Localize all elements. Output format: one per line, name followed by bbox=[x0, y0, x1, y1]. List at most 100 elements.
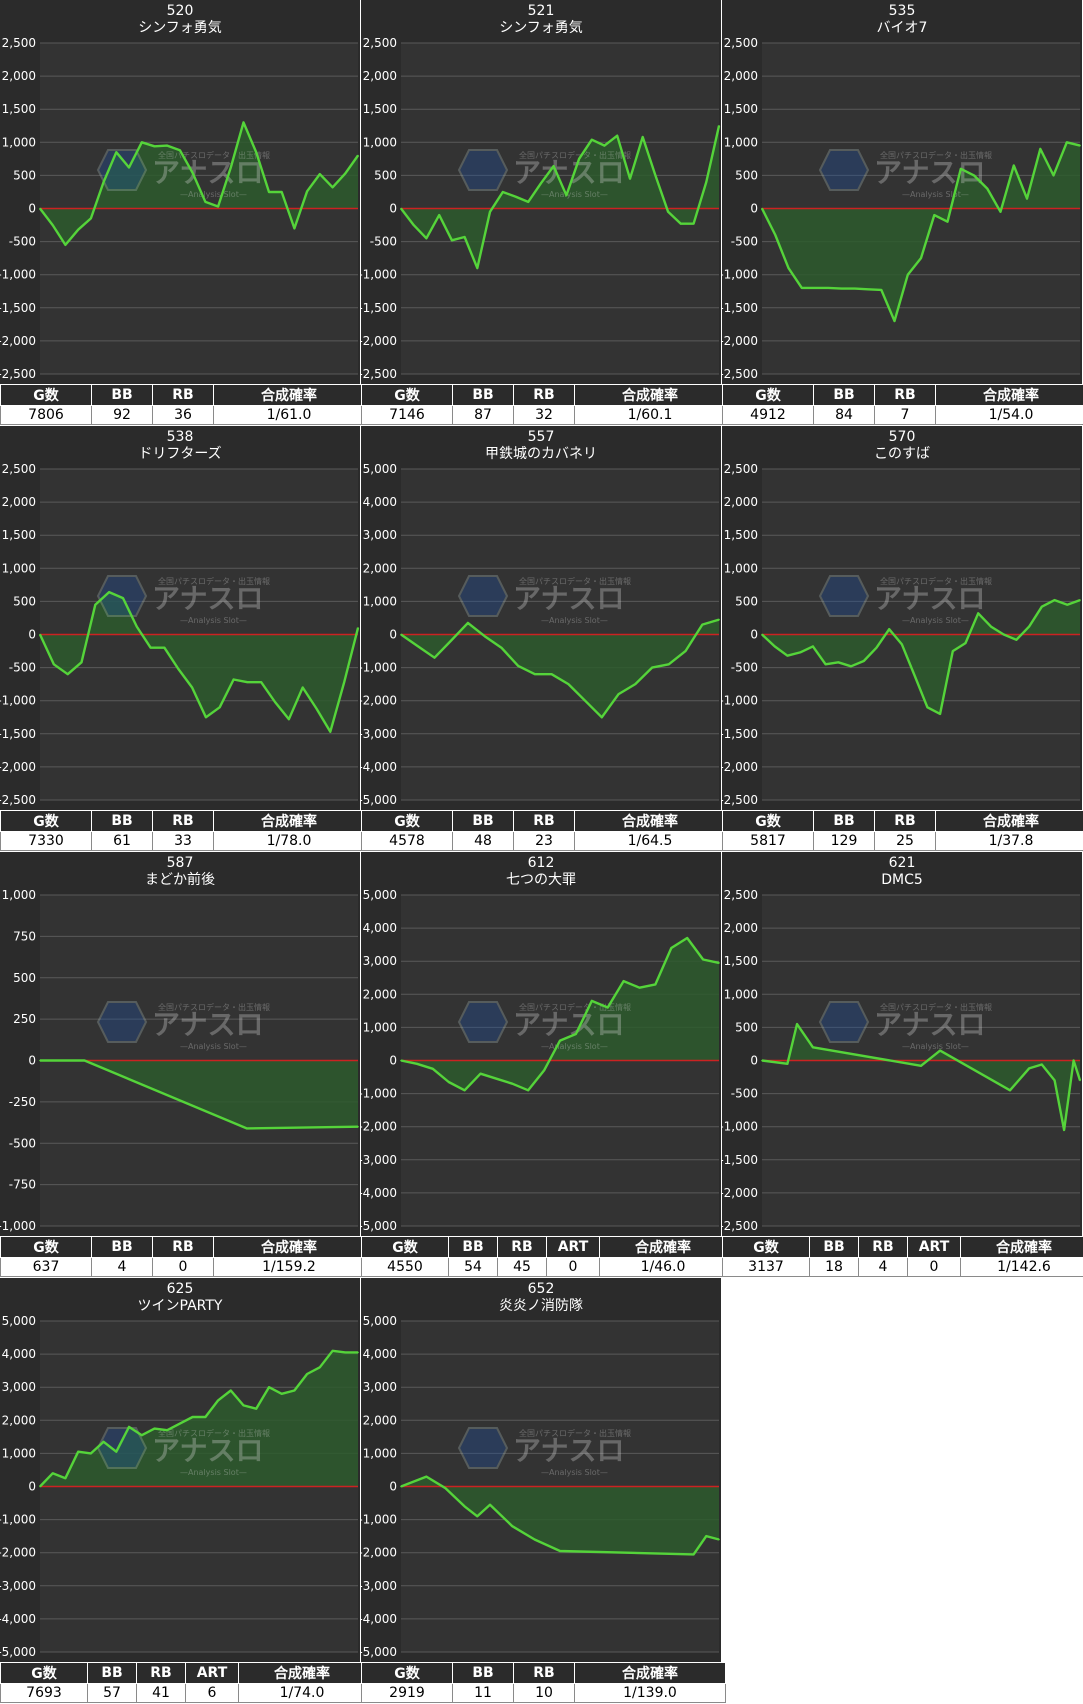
stats-header-cell: 合成確率 bbox=[238, 1662, 366, 1684]
data-point bbox=[827, 287, 830, 289]
y-tick-label: 3,000 bbox=[363, 1380, 397, 1394]
stats-header-row: G数 BB RB 合成確率 bbox=[361, 1662, 726, 1684]
stats-value-row: 4550 54 45 0 1/46.0 bbox=[361, 1257, 727, 1277]
y-tick-label: 2,000 bbox=[363, 69, 397, 83]
data-point bbox=[913, 674, 916, 677]
data-point bbox=[153, 145, 156, 148]
data-point bbox=[638, 986, 641, 989]
y-tick-label: -2,000 bbox=[361, 694, 397, 708]
y-tick-label: -1,500 bbox=[0, 727, 36, 741]
data-point bbox=[136, 625, 138, 628]
data-point bbox=[550, 673, 553, 675]
y-tick-label: 0 bbox=[28, 202, 36, 216]
data-point bbox=[552, 165, 555, 167]
data-point bbox=[575, 1033, 577, 1035]
data-point bbox=[479, 1072, 482, 1075]
data-point bbox=[122, 597, 124, 599]
y-tick-label: -2,000 bbox=[0, 334, 36, 348]
y-tick-label: 500 bbox=[374, 168, 397, 182]
stats-header-cell: G数 bbox=[0, 384, 92, 406]
chart-svg: 1,000 750 500 250 0 -250 -500 -750 -1,000 アナスロ全国パ… bbox=[0, 888, 359, 1233]
chart-header: 612 七つの大罪 bbox=[361, 852, 721, 889]
stats-value-cell: 92 bbox=[91, 405, 153, 425]
y-tick-label: -500 bbox=[9, 235, 36, 249]
y-tick-label: 3,000 bbox=[363, 954, 397, 968]
data-point bbox=[115, 1450, 118, 1453]
data-point bbox=[288, 718, 290, 720]
stats-header-row: G数 BB RB ART 合成確率 bbox=[722, 1236, 1083, 1258]
data-point bbox=[191, 172, 194, 174]
stats-header-cell: 合成確率 bbox=[213, 384, 365, 406]
data-point bbox=[850, 665, 852, 668]
logo-sub-text: —Analysis Slot— bbox=[902, 190, 969, 199]
data-point bbox=[115, 151, 118, 153]
data-point bbox=[1039, 148, 1042, 150]
logo-hexagon bbox=[96, 575, 148, 617]
data-point bbox=[1063, 1129, 1065, 1131]
data-point bbox=[108, 591, 110, 593]
stats-table: G数 BB RB ART 合成確率 4550 54 45 0 1/46.0 bbox=[361, 1236, 727, 1277]
stats-value-row: 3137 18 4 0 1/142.6 bbox=[722, 1257, 1083, 1277]
data-point bbox=[416, 1063, 418, 1065]
y-tick-label: 0 bbox=[28, 1480, 36, 1494]
data-point bbox=[773, 645, 776, 648]
logo-top-text: 全国パチスロデータ・出玉情報 bbox=[519, 150, 631, 160]
data-point bbox=[1009, 1089, 1011, 1092]
data-point bbox=[616, 134, 618, 137]
data-point bbox=[654, 174, 657, 177]
logo-text: アナスロ bbox=[874, 1008, 985, 1041]
stats-value-cell: 33 bbox=[152, 831, 214, 851]
data-point bbox=[654, 983, 657, 986]
stats-value-cell: 4550 bbox=[361, 1257, 449, 1277]
y-tick-label: 1,000 bbox=[2, 888, 36, 902]
data-point bbox=[686, 937, 688, 939]
data-point bbox=[255, 1407, 257, 1410]
series-line bbox=[39, 1349, 358, 1488]
data-point bbox=[463, 236, 466, 238]
data-point bbox=[53, 663, 55, 666]
data-point bbox=[933, 214, 936, 216]
data-point bbox=[502, 191, 504, 193]
chart-title: このすば bbox=[874, 446, 930, 462]
data-point bbox=[166, 1429, 168, 1431]
y-tick-label: -5,000 bbox=[0, 1645, 36, 1659]
y-tick-label: -500 bbox=[370, 235, 397, 249]
stats-value-row: 637 4 0 1/159.2 bbox=[0, 1257, 365, 1277]
data-point bbox=[80, 661, 83, 664]
machine-number: 521 bbox=[527, 3, 555, 19]
data-point bbox=[578, 158, 580, 160]
y-tick-label: 0 bbox=[389, 1054, 397, 1068]
logo-sub-text: —Analysis Slot— bbox=[902, 616, 969, 625]
data-point bbox=[331, 186, 334, 189]
stats-header-cell: BB bbox=[809, 1236, 859, 1258]
data-point bbox=[230, 1389, 232, 1392]
data-point bbox=[205, 716, 207, 719]
data-point bbox=[232, 678, 235, 681]
stats-header-cell: 合成確率 bbox=[935, 810, 1083, 832]
logo-sub-text: —Analysis Slot— bbox=[902, 1042, 969, 1051]
stats-value-cell: 84 bbox=[813, 405, 875, 425]
stats-value-cell: 1/61.0 bbox=[213, 405, 365, 425]
data-point bbox=[527, 1089, 529, 1092]
data-point bbox=[880, 289, 883, 291]
chart-panel: 652 炎炎ノ消防隊 5,000 4,000 3,000 2,000 1,000 0 -1,… bbox=[361, 1278, 726, 1703]
y-tick-label: -1,000 bbox=[0, 268, 36, 282]
data-point bbox=[946, 220, 949, 223]
y-tick-label: 1,500 bbox=[724, 954, 758, 968]
logo-top-text: 全国パチスロデータ・出玉情報 bbox=[158, 1002, 270, 1012]
data-point bbox=[149, 646, 152, 649]
data-point bbox=[824, 663, 827, 666]
stats-value-cell: 25 bbox=[874, 831, 936, 851]
chart-header: 587 まどか前後 bbox=[0, 852, 360, 889]
stats-value-cell: 1/74.0 bbox=[238, 1683, 366, 1703]
area-fill bbox=[762, 142, 1080, 321]
data-point bbox=[467, 622, 469, 624]
area-fill bbox=[401, 938, 719, 1091]
area-fill bbox=[40, 1350, 358, 1487]
data-point bbox=[893, 320, 896, 322]
data-point bbox=[812, 1046, 814, 1049]
data-point bbox=[319, 1366, 321, 1369]
data-point bbox=[875, 646, 878, 649]
stats-header-cell: 合成確率 bbox=[599, 1236, 727, 1258]
